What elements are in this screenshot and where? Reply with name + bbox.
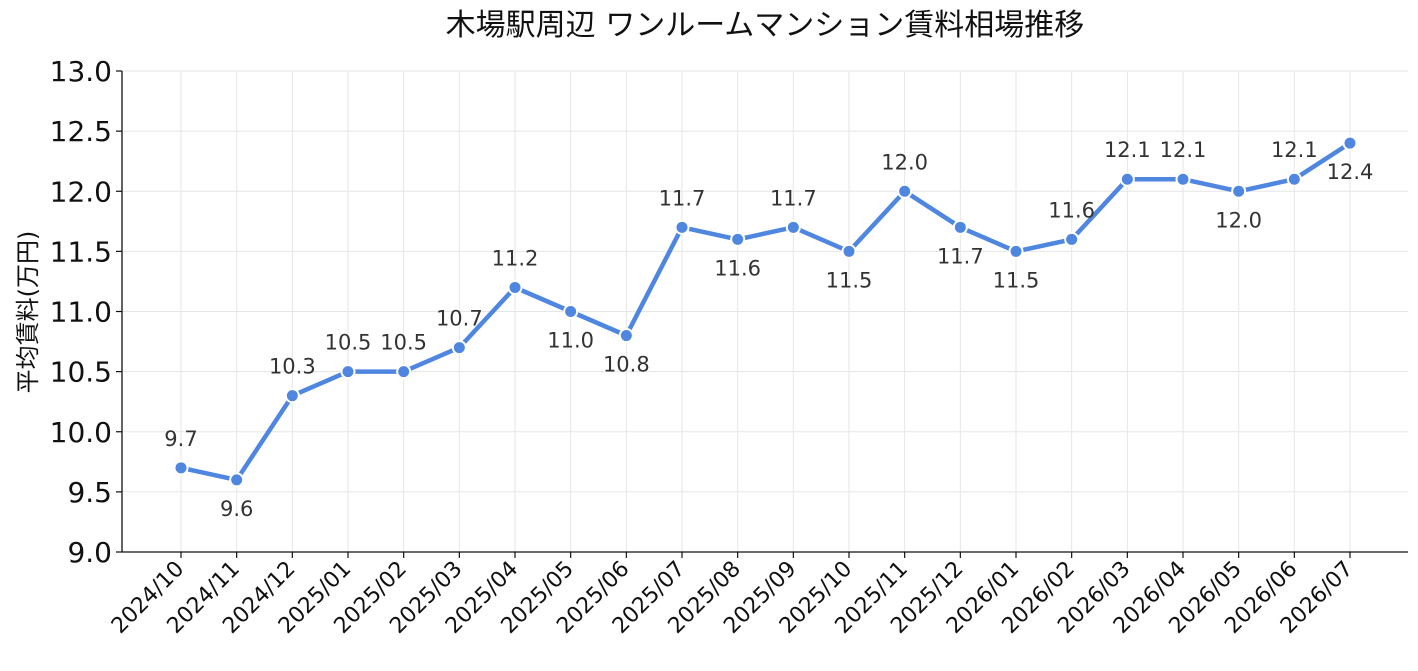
data-label: 9.6 <box>220 497 253 521</box>
data-label: 12.0 <box>1215 208 1262 232</box>
data-point <box>897 183 913 199</box>
y-tick-label: 12.0 <box>50 175 112 208</box>
data-point <box>1008 243 1024 259</box>
data-point <box>507 279 523 295</box>
data-label: 12.4 <box>1327 160 1374 184</box>
data-label: 12.0 <box>881 150 928 174</box>
data-point <box>1119 171 1135 187</box>
data-point <box>730 231 746 247</box>
data-point <box>396 364 412 380</box>
data-point <box>618 328 634 344</box>
x-tick-layer: 2024/102024/112024/122025/012025/022025/… <box>107 552 1358 639</box>
data-point <box>229 472 245 488</box>
y-tick-label: 9.0 <box>67 536 112 569</box>
data-label: 11.6 <box>714 256 761 280</box>
data-point <box>451 340 467 356</box>
data-label: 10.3 <box>269 355 316 379</box>
data-label: 11.5 <box>993 268 1040 292</box>
series-layer <box>173 135 1358 488</box>
series-line <box>178 140 1353 483</box>
y-tick-label: 10.5 <box>50 356 112 389</box>
data-point <box>1286 171 1302 187</box>
data-label: 11.5 <box>826 268 873 292</box>
data-label: 10.5 <box>325 331 372 355</box>
data-point <box>841 243 857 259</box>
data-point <box>173 460 189 476</box>
data-point <box>952 219 968 235</box>
data-label: 9.7 <box>164 427 197 451</box>
data-point <box>1064 231 1080 247</box>
data-label: 12.1 <box>1104 138 1151 162</box>
y-tick-label: 13.0 <box>50 55 112 88</box>
y-tick-label: 10.0 <box>50 416 112 449</box>
y-tick-layer: 9.0 9.5 10.0 10.5 11.0 11.5 12.0 12.5 13.0 <box>50 55 122 569</box>
data-label: 10.8 <box>603 353 650 377</box>
data-label: 11.7 <box>659 186 706 210</box>
data-label: 12.1 <box>1271 138 1318 162</box>
data-point <box>563 304 579 319</box>
y-axis-label: 平均賃料(万円) <box>14 231 42 394</box>
y-tick-label: 11.0 <box>50 296 112 329</box>
data-label: 11.7 <box>937 244 984 268</box>
data-point <box>785 219 801 235</box>
data-point <box>1231 183 1247 199</box>
y-tick-label: 9.5 <box>67 476 112 509</box>
data-point <box>340 364 356 380</box>
data-label: 11.7 <box>770 186 817 210</box>
data-label: 12.1 <box>1160 138 1207 162</box>
data-point <box>284 388 300 404</box>
y-tick-label: 12.5 <box>50 115 112 148</box>
data-label: 11.6 <box>1048 198 1095 222</box>
data-label: 10.7 <box>436 307 483 331</box>
data-point <box>1175 171 1191 187</box>
chart-title: 木場駅周辺 ワンルームマンション賃料相場推移 <box>446 8 1085 43</box>
data-point <box>1342 135 1358 151</box>
data-point <box>674 219 690 235</box>
data-label: 11.0 <box>547 329 594 353</box>
data-label: 10.5 <box>380 331 427 355</box>
y-tick-label: 11.5 <box>50 235 112 268</box>
data-label: 11.2 <box>492 246 539 270</box>
data-label-layer: 9.7 9.6 10.3 10.5 10.5 10.7 11.2 11.0 10.8 11.7 11… <box>164 138 1373 521</box>
grid-layer <box>122 70 1408 553</box>
